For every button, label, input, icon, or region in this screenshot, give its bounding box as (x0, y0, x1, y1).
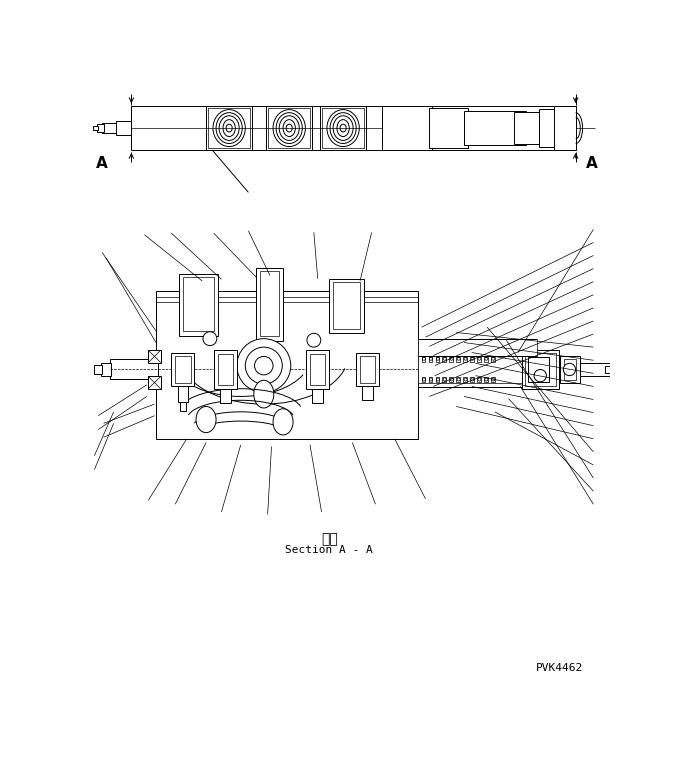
Bar (148, 350, 160, 362)
Bar (528, 357, 549, 381)
Bar (422, 357, 426, 361)
Bar (464, 111, 526, 145)
Bar (93, 126, 98, 131)
Bar (310, 354, 326, 384)
Bar (456, 377, 460, 381)
Bar (470, 377, 474, 381)
Circle shape (237, 338, 291, 393)
Bar (179, 274, 218, 335)
Bar (329, 279, 364, 333)
Bar (218, 354, 233, 384)
Bar (206, 106, 252, 150)
Bar (171, 352, 194, 386)
Bar (491, 377, 495, 381)
Bar (456, 357, 460, 361)
Bar (491, 357, 495, 361)
Circle shape (245, 347, 282, 384)
Bar (175, 355, 190, 383)
Bar (97, 125, 103, 132)
Bar (514, 112, 545, 144)
Bar (554, 106, 576, 150)
Bar (443, 377, 446, 381)
Circle shape (534, 369, 547, 381)
Bar (435, 357, 439, 361)
Bar (322, 108, 364, 148)
Ellipse shape (196, 407, 216, 433)
Bar (560, 355, 579, 383)
Bar (477, 357, 481, 361)
Bar (418, 338, 537, 355)
Bar (183, 277, 214, 331)
Bar (443, 357, 446, 361)
Circle shape (563, 363, 576, 375)
Bar (148, 376, 160, 389)
Bar (269, 108, 310, 148)
Bar (428, 377, 432, 381)
Text: Section A - A: Section A - A (286, 545, 373, 555)
Bar (449, 357, 453, 361)
Bar (102, 123, 116, 134)
Bar (208, 108, 250, 148)
Bar (477, 377, 481, 381)
Bar (260, 271, 279, 336)
Text: A: A (586, 156, 598, 171)
Bar (484, 357, 488, 361)
Bar (101, 362, 112, 376)
Bar (214, 350, 237, 389)
Bar (522, 350, 559, 389)
Ellipse shape (273, 409, 293, 435)
Bar (463, 357, 467, 361)
Bar (256, 268, 283, 341)
Bar (435, 377, 439, 381)
Bar (429, 108, 468, 148)
Bar (95, 365, 102, 374)
Bar (356, 352, 379, 386)
Bar (470, 357, 474, 361)
Bar (131, 106, 576, 150)
Bar (580, 363, 613, 375)
Bar (312, 389, 323, 403)
Text: A: A (97, 156, 108, 171)
Bar (177, 386, 188, 402)
Ellipse shape (254, 380, 274, 408)
Bar (428, 357, 432, 361)
Bar (422, 377, 426, 381)
Bar (109, 359, 158, 379)
Bar (605, 365, 615, 373)
Bar (564, 358, 576, 380)
Text: PVK4462: PVK4462 (536, 663, 583, 673)
Circle shape (203, 331, 217, 345)
Bar (381, 106, 432, 150)
Bar (266, 106, 312, 150)
Bar (418, 355, 522, 383)
Bar (463, 377, 467, 381)
Bar (449, 377, 453, 381)
Bar (362, 386, 373, 401)
Bar (525, 352, 556, 386)
Bar (383, 110, 429, 146)
Bar (539, 109, 556, 147)
Bar (360, 355, 375, 383)
Bar (180, 402, 186, 411)
Bar (220, 389, 231, 403)
Circle shape (307, 333, 321, 347)
Bar (484, 377, 488, 381)
Circle shape (254, 356, 273, 375)
Bar (333, 282, 360, 328)
Bar (320, 106, 367, 150)
Text: 断面: 断面 (321, 532, 338, 546)
Bar (156, 291, 418, 439)
Bar (418, 351, 522, 387)
Bar (116, 122, 131, 135)
Bar (306, 350, 329, 389)
